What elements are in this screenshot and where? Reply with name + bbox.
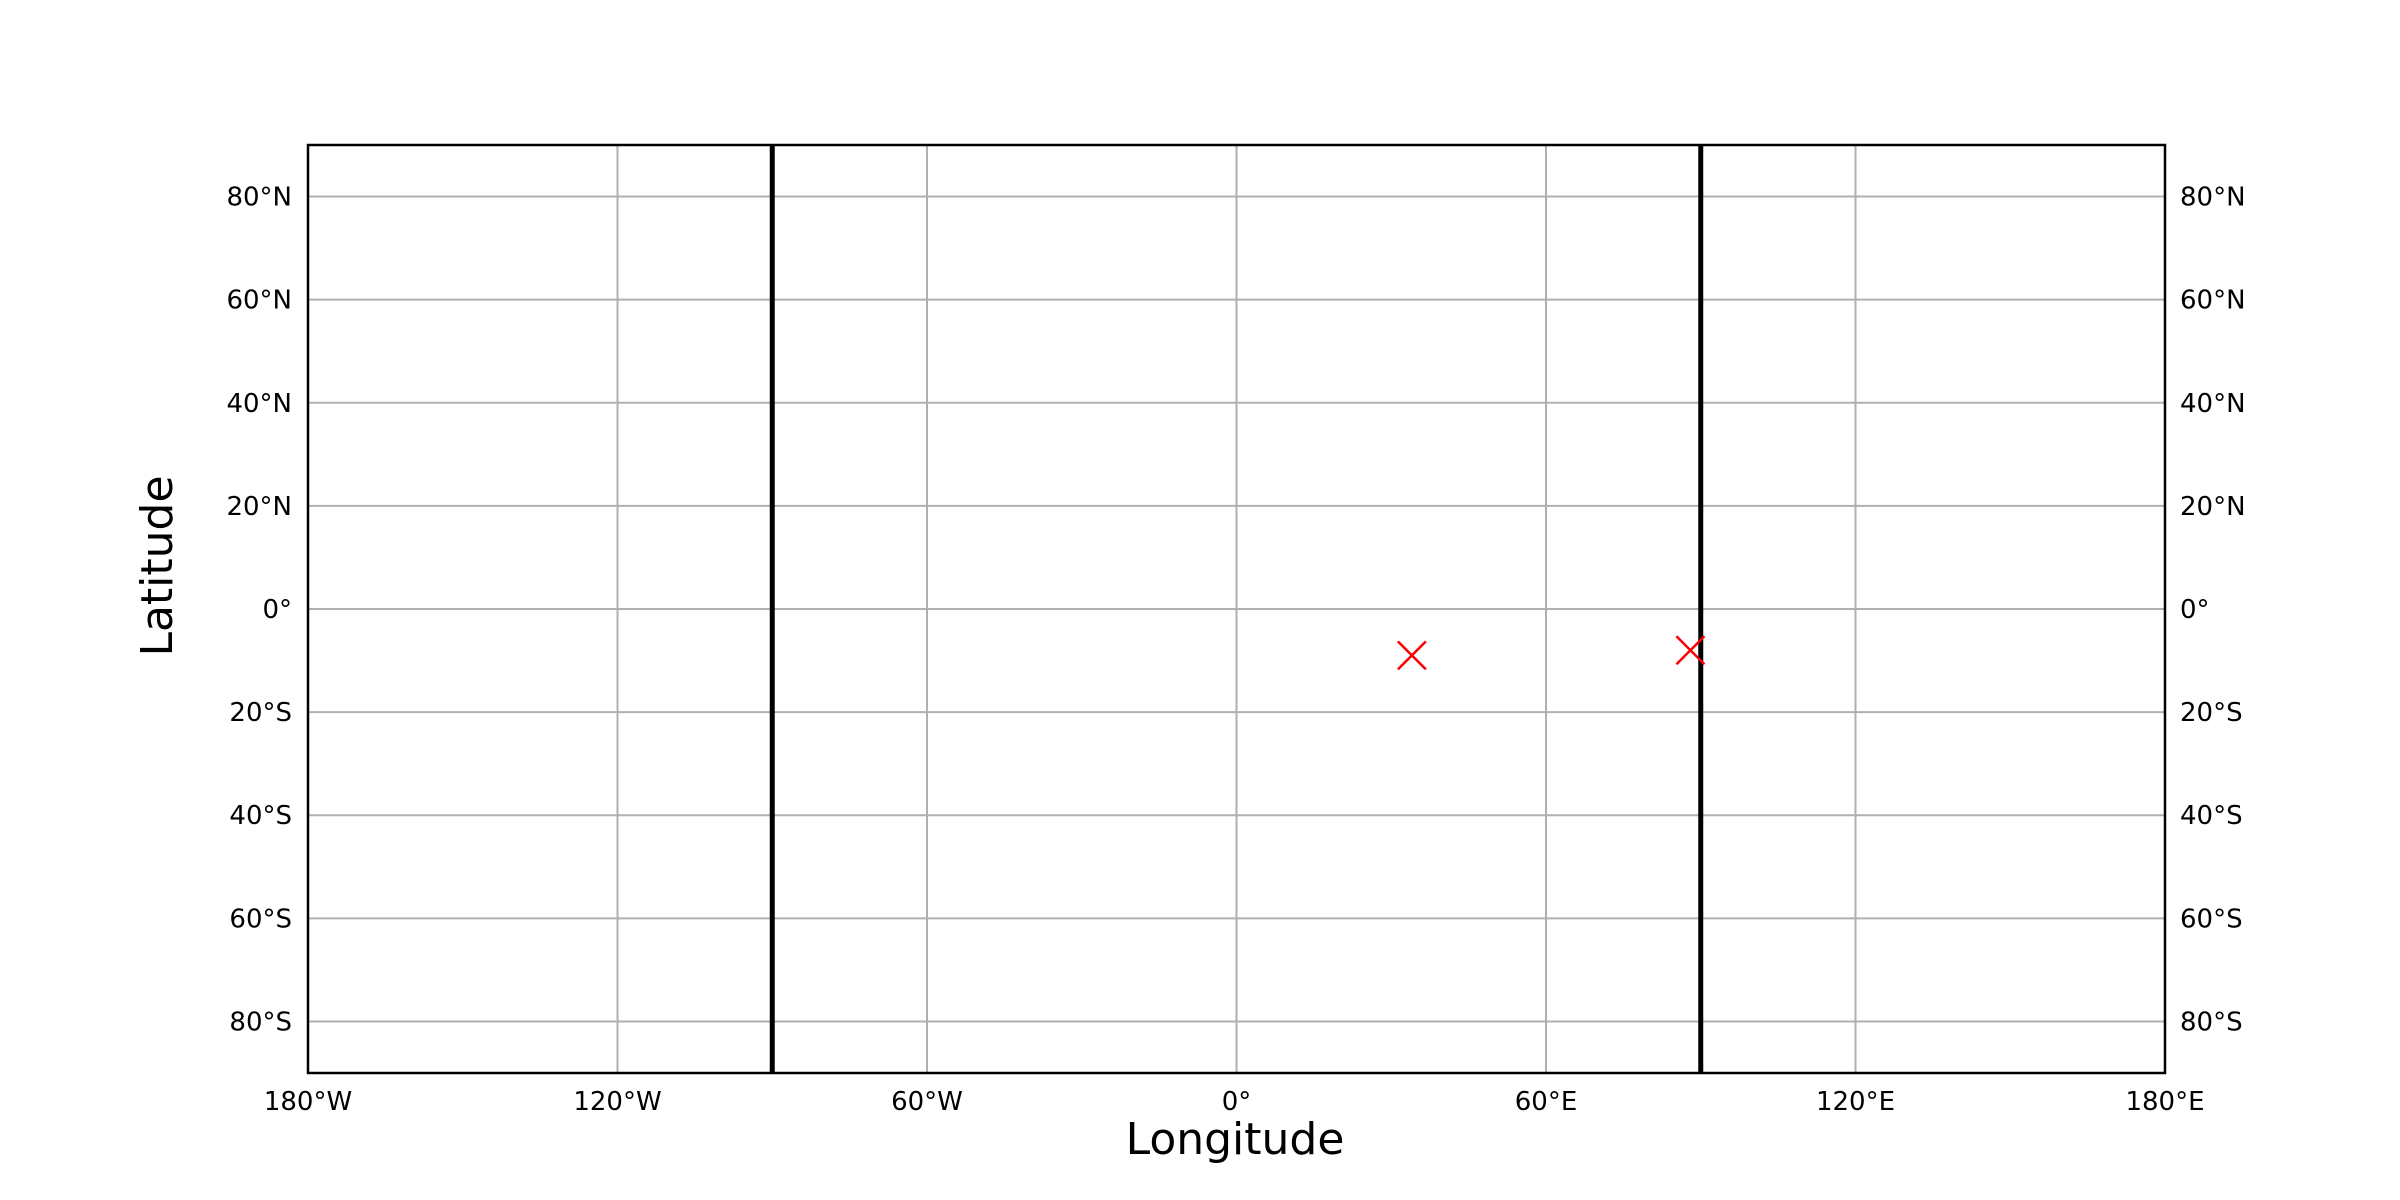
x-tick-label: 180°E [2125, 1087, 2204, 1117]
y-tick-label-left: 40°S [229, 801, 292, 831]
y-tick-label-right: 20°N [2180, 492, 2246, 522]
tick-labels-layer: 180°W 120°W 60°W 0° 60°E 120°E 180°E 80°N 80°N 60… [226, 183, 2245, 1117]
x-marker-point [1396, 640, 1427, 671]
y-tick-label-right: 60°S [2180, 904, 2243, 934]
y-tick-label-right: 60°N [2180, 286, 2246, 316]
y-tick-label-left: 0° [262, 595, 292, 625]
y-tick-label-left: 40°N [226, 389, 292, 419]
y-tick-label-left: 60°S [229, 904, 292, 934]
x-tick-label: 60°E [1515, 1087, 1578, 1117]
x-axis-title: Longitude [1126, 1114, 1345, 1165]
plot-frame [306, 143, 2167, 1075]
y-tick-label-right: 40°S [2180, 801, 2243, 831]
grid-layer [308, 145, 2165, 1073]
x-tick-label: 0° [1222, 1087, 1252, 1117]
x-marker-point [1675, 635, 1706, 666]
x-tick-label: 180°W [264, 1087, 352, 1117]
y-tick-label-left: 20°S [229, 698, 292, 728]
y-tick-label-left: 20°N [226, 492, 292, 522]
x-marker-stroke [1675, 635, 1706, 666]
vertical-lines-layer [769, 145, 1704, 1073]
x-marker-stroke [1396, 640, 1427, 671]
x-tick-label: 120°W [573, 1087, 661, 1117]
y-tick-label-right: 40°N [2180, 389, 2246, 419]
y-tick-label-right: 80°S [2180, 1007, 2243, 1037]
x-tick-label: 60°W [891, 1087, 963, 1117]
y-axis-title: Latitude [132, 475, 183, 656]
y-tick-label-left: 60°N [226, 286, 292, 316]
marks-layer [1396, 635, 1706, 671]
y-tick-label-left: 80°N [226, 183, 292, 213]
y-tick-label-left: 80°S [229, 1007, 292, 1037]
x-tick-label: 120°E [1816, 1087, 1895, 1117]
y-tick-label-right: 20°S [2180, 698, 2243, 728]
y-tick-label-right: 0° [2180, 595, 2210, 625]
y-tick-label-right: 80°N [2180, 183, 2246, 213]
